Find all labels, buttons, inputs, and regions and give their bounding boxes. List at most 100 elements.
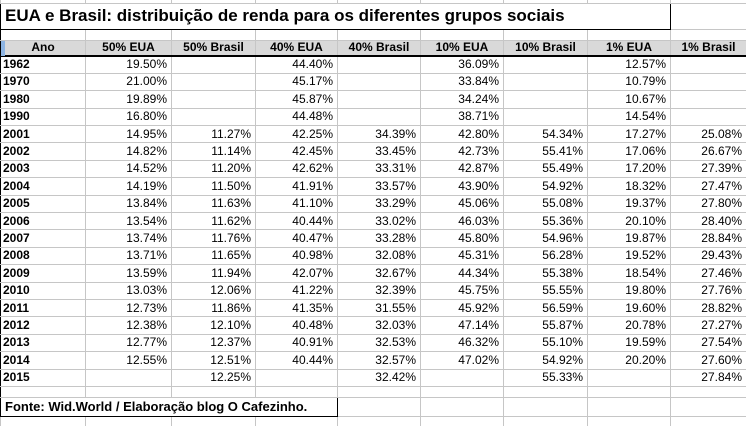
- value-cell[interactable]: 19.52%: [587, 246, 671, 266]
- value-cell[interactable]: 55.87%: [503, 316, 588, 335]
- value-cell[interactable]: 55.38%: [503, 264, 588, 283]
- value-cell[interactable]: 19.89%: [85, 90, 172, 109]
- year-cell[interactable]: 2012: [0, 316, 86, 335]
- value-cell[interactable]: 32.03%: [337, 316, 421, 335]
- value-cell[interactable]: 29.43%: [670, 246, 746, 266]
- value-cell[interactable]: 47.14%: [420, 316, 504, 335]
- value-cell[interactable]: 55.10%: [503, 333, 588, 353]
- value-cell[interactable]: 28.84%: [670, 229, 746, 248]
- value-cell[interactable]: 42.25%: [255, 125, 338, 144]
- value-cell[interactable]: [503, 90, 588, 109]
- value-cell[interactable]: 28.40%: [670, 212, 746, 231]
- value-cell[interactable]: [337, 90, 421, 109]
- value-cell[interactable]: 18.32%: [587, 177, 671, 196]
- value-cell[interactable]: [171, 55, 256, 74]
- value-cell[interactable]: 14.19%: [85, 177, 172, 196]
- empty-cell[interactable]: [337, 28, 421, 41]
- value-cell[interactable]: 19.80%: [587, 281, 671, 300]
- value-cell[interactable]: 34.39%: [337, 125, 421, 144]
- value-cell[interactable]: 27.84%: [670, 368, 746, 387]
- value-cell[interactable]: [670, 107, 746, 127]
- value-cell[interactable]: 12.06%: [171, 281, 256, 300]
- value-cell[interactable]: [337, 72, 421, 92]
- value-cell[interactable]: 47.02%: [420, 351, 504, 370]
- value-cell[interactable]: 45.75%: [420, 281, 504, 300]
- empty-cell[interactable]: [85, 415, 172, 426]
- value-cell[interactable]: 55.41%: [503, 142, 588, 161]
- year-cell[interactable]: 1962: [0, 55, 86, 74]
- value-cell[interactable]: 11.94%: [171, 264, 256, 283]
- value-cell[interactable]: 27.47%: [670, 177, 746, 196]
- value-cell[interactable]: [171, 90, 256, 109]
- value-cell[interactable]: 56.28%: [503, 246, 588, 266]
- empty-cell[interactable]: [0, 385, 86, 398]
- empty-cell[interactable]: [0, 28, 86, 41]
- value-cell[interactable]: [420, 368, 504, 387]
- empty-cell[interactable]: [503, 415, 588, 426]
- value-cell[interactable]: 45.17%: [255, 72, 338, 92]
- value-cell[interactable]: 14.52%: [85, 159, 172, 179]
- empty-cell[interactable]: [670, 2, 746, 30]
- value-cell[interactable]: 31.55%: [337, 298, 421, 318]
- value-cell[interactable]: 19.59%: [587, 333, 671, 353]
- value-cell[interactable]: [670, 55, 746, 74]
- value-cell[interactable]: 19.87%: [587, 229, 671, 248]
- value-cell[interactable]: [337, 107, 421, 127]
- value-cell[interactable]: 54.34%: [503, 125, 588, 144]
- value-cell[interactable]: 41.35%: [255, 298, 338, 318]
- value-cell[interactable]: 14.54%: [587, 107, 671, 127]
- value-cell[interactable]: 46.32%: [420, 333, 504, 353]
- column-header-50-eua[interactable]: 50% EUA: [85, 39, 172, 57]
- value-cell[interactable]: 13.84%: [85, 194, 172, 214]
- value-cell[interactable]: 36.09%: [420, 55, 504, 74]
- empty-cell[interactable]: [337, 385, 421, 398]
- value-cell[interactable]: 12.55%: [85, 351, 172, 370]
- year-cell[interactable]: 2004: [0, 177, 86, 196]
- empty-cell[interactable]: [255, 28, 338, 41]
- value-cell[interactable]: 13.59%: [85, 264, 172, 283]
- value-cell[interactable]: 45.31%: [420, 246, 504, 266]
- value-cell[interactable]: 12.73%: [85, 298, 172, 318]
- value-cell[interactable]: 45.87%: [255, 90, 338, 109]
- year-cell[interactable]: 2011: [0, 298, 86, 318]
- value-cell[interactable]: 21.00%: [85, 72, 172, 92]
- empty-cell[interactable]: [670, 28, 746, 41]
- value-cell[interactable]: 27.46%: [670, 264, 746, 283]
- year-cell[interactable]: 2008: [0, 246, 86, 266]
- value-cell[interactable]: 42.45%: [255, 142, 338, 161]
- value-cell[interactable]: 32.08%: [337, 246, 421, 266]
- value-cell[interactable]: 11.50%: [171, 177, 256, 196]
- empty-cell[interactable]: [587, 415, 671, 426]
- empty-cell[interactable]: [420, 415, 504, 426]
- empty-cell[interactable]: [503, 385, 588, 398]
- value-cell[interactable]: [171, 72, 256, 92]
- year-cell[interactable]: 2002: [0, 142, 86, 161]
- value-cell[interactable]: 40.47%: [255, 229, 338, 248]
- empty-cell[interactable]: [670, 396, 746, 417]
- empty-cell[interactable]: [670, 385, 746, 398]
- value-cell[interactable]: 27.39%: [670, 159, 746, 179]
- value-cell[interactable]: 32.53%: [337, 333, 421, 353]
- value-cell[interactable]: 33.02%: [337, 212, 421, 231]
- value-cell[interactable]: [85, 368, 172, 387]
- value-cell[interactable]: 11.62%: [171, 212, 256, 231]
- empty-cell[interactable]: [171, 415, 256, 426]
- value-cell[interactable]: 20.10%: [587, 212, 671, 231]
- year-cell[interactable]: 2003: [0, 159, 86, 179]
- value-cell[interactable]: 17.20%: [587, 159, 671, 179]
- value-cell[interactable]: 27.76%: [670, 281, 746, 300]
- value-cell[interactable]: 55.36%: [503, 212, 588, 231]
- value-cell[interactable]: 11.20%: [171, 159, 256, 179]
- value-cell[interactable]: 45.80%: [420, 229, 504, 248]
- value-cell[interactable]: 40.44%: [255, 351, 338, 370]
- value-cell[interactable]: 12.10%: [171, 316, 256, 335]
- year-cell[interactable]: 2010: [0, 281, 86, 300]
- value-cell[interactable]: 32.57%: [337, 351, 421, 370]
- value-cell[interactable]: 41.10%: [255, 194, 338, 214]
- value-cell[interactable]: 40.91%: [255, 333, 338, 353]
- value-cell[interactable]: [587, 368, 671, 387]
- value-cell[interactable]: 13.03%: [85, 281, 172, 300]
- year-cell[interactable]: 2015: [0, 368, 86, 387]
- empty-cell[interactable]: [85, 385, 172, 398]
- value-cell[interactable]: 33.57%: [337, 177, 421, 196]
